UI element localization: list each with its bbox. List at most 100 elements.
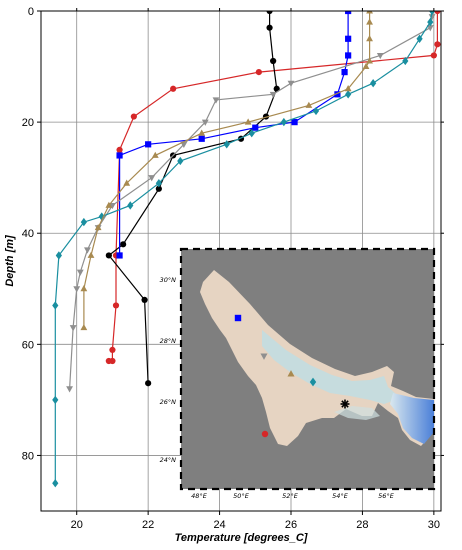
data-point xyxy=(266,11,273,15)
gulf-water xyxy=(200,270,434,446)
data-point xyxy=(116,252,123,259)
data-point xyxy=(73,286,81,293)
data-point xyxy=(105,357,112,365)
data-point xyxy=(127,201,134,210)
map-tick-labels: 48°E 50°E 52°E 54°E 56°E 30°N 28°N 26°N 24°N xyxy=(160,276,395,500)
data-point xyxy=(155,185,162,192)
data-point xyxy=(426,25,434,32)
data-point xyxy=(345,11,352,15)
data-point xyxy=(416,34,423,43)
data-point xyxy=(105,252,112,259)
data-point xyxy=(87,251,95,258)
x-tick-label: 24 xyxy=(213,519,225,531)
data-point xyxy=(109,346,116,353)
map-lat-label: 28°N xyxy=(160,337,177,345)
map-station-marker xyxy=(340,399,350,409)
map-station-marker xyxy=(287,370,295,377)
data-point xyxy=(109,202,116,210)
gulf-channel xyxy=(262,330,404,404)
series-6 xyxy=(80,11,373,331)
inset-map: 48°E 50°E 52°E 54°E 56°E 30°N 28°N 26°N 24°N xyxy=(160,247,436,500)
data-point xyxy=(266,24,273,31)
data-point xyxy=(180,141,188,149)
data-point xyxy=(280,117,287,127)
map-station-marker xyxy=(261,430,269,438)
x-axis-label: Temperature [degrees_C] xyxy=(175,532,308,544)
gulf-of-oman xyxy=(390,393,434,444)
star-arm xyxy=(341,400,349,408)
data-point xyxy=(345,35,352,42)
data-point xyxy=(345,52,352,59)
data-point xyxy=(155,179,162,188)
data-point xyxy=(244,118,252,125)
data-point xyxy=(427,17,434,27)
map-station-marker xyxy=(309,377,317,387)
series-line xyxy=(108,11,278,384)
data-point xyxy=(52,301,59,310)
map-station-markers xyxy=(234,314,350,438)
map-station-marker xyxy=(234,314,242,322)
data-point xyxy=(120,241,127,248)
axes: 20 22 24 26 28 30 0 20 40 60 80 xyxy=(22,6,444,531)
data-point xyxy=(170,85,177,92)
data-point xyxy=(123,179,131,186)
data-point xyxy=(80,217,87,227)
data-point xyxy=(345,90,352,99)
data-point xyxy=(312,106,320,116)
data-point xyxy=(291,119,298,126)
data-point xyxy=(270,57,277,65)
data-point xyxy=(141,296,148,303)
data-point xyxy=(344,85,352,92)
data-point xyxy=(66,386,73,393)
data-point xyxy=(212,97,220,104)
map-lon-label: 50°E xyxy=(233,492,250,500)
y-tick-label: 0 xyxy=(28,6,34,18)
data-point xyxy=(84,247,91,254)
data-point xyxy=(112,302,120,309)
data-point xyxy=(94,223,102,231)
data-point xyxy=(305,101,313,108)
data-point xyxy=(366,57,373,64)
map-lon-label: 52°E xyxy=(282,492,299,500)
data-point xyxy=(198,129,206,136)
x-tick-label: 26 xyxy=(285,519,297,531)
map-frame xyxy=(179,247,436,491)
data-point xyxy=(145,380,152,387)
coastal-shallows xyxy=(334,406,380,420)
data-point xyxy=(341,69,348,76)
series-line xyxy=(83,11,371,328)
data-point xyxy=(366,35,373,42)
data-point xyxy=(148,175,156,182)
data-point xyxy=(151,151,159,158)
x-tick-label: 20 xyxy=(71,519,83,531)
data-point xyxy=(434,11,441,15)
data-point xyxy=(116,152,123,159)
data-point xyxy=(430,52,437,59)
map-lat-label: 24°N xyxy=(160,456,177,464)
map-lat-label: 30°N xyxy=(160,276,177,284)
series-3 xyxy=(116,11,352,259)
data-point xyxy=(80,285,88,292)
data-point xyxy=(428,14,436,21)
map-lon-label: 54°E xyxy=(332,492,349,500)
map-lat-label: 26°N xyxy=(160,398,177,406)
data-point xyxy=(130,113,137,120)
series-4 xyxy=(66,11,436,393)
data-point xyxy=(434,41,441,48)
series-layer xyxy=(52,11,441,488)
data-point xyxy=(370,79,377,88)
data-point xyxy=(52,395,59,405)
data-point xyxy=(255,69,262,76)
data-point xyxy=(362,62,370,70)
data-point xyxy=(98,212,105,221)
y-tick-label: 40 xyxy=(22,228,34,240)
data-point xyxy=(252,124,259,131)
data-point xyxy=(198,135,205,142)
y-tick-label: 80 xyxy=(22,450,34,462)
data-point xyxy=(52,479,59,488)
x-tick-label: 30 xyxy=(428,519,440,531)
map-lon-label: 56°E xyxy=(378,492,395,500)
x-tick-label: 28 xyxy=(356,519,368,531)
data-point xyxy=(145,141,152,148)
